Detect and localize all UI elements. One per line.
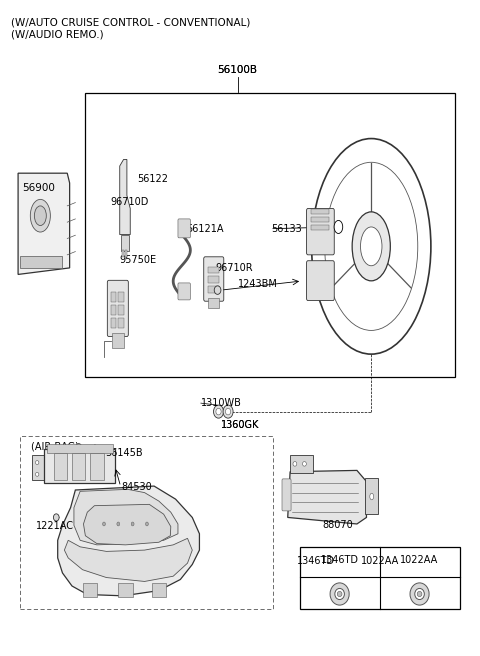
Text: 1310WB: 1310WB [201,398,242,408]
Polygon shape [74,489,178,545]
Ellipse shape [370,493,373,500]
FancyBboxPatch shape [178,219,191,238]
Bar [121,235,129,251]
Text: 56900: 56900 [22,183,55,194]
Bar [47,443,113,453]
Ellipse shape [145,522,148,526]
Bar [208,298,219,308]
Text: 1022AA: 1022AA [400,556,439,565]
Polygon shape [18,173,70,274]
FancyBboxPatch shape [204,256,224,301]
Text: 1346TD: 1346TD [297,556,335,566]
Bar [118,292,124,302]
FancyBboxPatch shape [178,283,191,300]
Bar [300,547,459,609]
Bar [312,209,328,215]
Ellipse shape [334,220,343,234]
Ellipse shape [415,588,424,600]
Bar [21,256,62,268]
Ellipse shape [103,522,106,526]
Text: (W/AUDIO REMO.): (W/AUDIO REMO.) [11,30,104,39]
Ellipse shape [324,162,418,331]
Bar [21,436,274,609]
Bar [290,455,313,473]
Text: 56122: 56122 [137,174,168,184]
FancyBboxPatch shape [108,280,128,337]
Ellipse shape [36,461,39,464]
Text: 96710R: 96710R [215,263,253,273]
Ellipse shape [75,443,82,451]
Ellipse shape [226,408,231,415]
Ellipse shape [117,522,120,526]
Ellipse shape [337,591,342,596]
Text: 1221AC: 1221AC [36,521,74,531]
Text: 1022AA: 1022AA [360,556,399,566]
Text: 56100B: 56100B [217,65,258,75]
Ellipse shape [312,138,431,354]
Bar [208,266,219,273]
Text: 56121A: 56121A [187,224,224,234]
Text: 95750E: 95750E [120,255,157,265]
Text: (AIR BAG): (AIR BAG) [31,441,79,451]
Ellipse shape [214,405,224,418]
Text: 96710D: 96710D [110,197,149,207]
Ellipse shape [330,583,349,605]
Ellipse shape [360,227,382,266]
Bar [111,292,116,302]
Ellipse shape [131,522,134,526]
Ellipse shape [410,583,429,605]
Bar [312,217,328,222]
Bar [85,93,455,377]
Polygon shape [84,504,171,545]
Text: (W/AUTO CRUISE CONTROL - CONVENTIONAL): (W/AUTO CRUISE CONTROL - CONVENTIONAL) [11,18,250,28]
Polygon shape [64,539,192,581]
Text: 1360GK: 1360GK [221,420,259,430]
FancyBboxPatch shape [307,209,334,255]
Text: 1360GK: 1360GK [221,420,259,430]
Ellipse shape [417,591,422,596]
Bar [208,286,219,293]
Ellipse shape [335,588,344,600]
Ellipse shape [223,405,233,418]
Ellipse shape [216,408,221,415]
Bar [44,449,115,483]
Bar [111,305,116,315]
Ellipse shape [214,286,221,295]
Bar [33,455,45,480]
Polygon shape [83,583,97,597]
Bar [125,250,127,257]
Bar [54,453,67,480]
Bar [365,478,378,514]
Bar [121,250,124,257]
Text: 88070: 88070 [323,520,353,530]
Polygon shape [118,583,132,597]
Ellipse shape [352,212,390,281]
Polygon shape [58,486,199,596]
Ellipse shape [36,472,39,476]
Bar [90,453,104,480]
Text: 1346TD: 1346TD [321,556,359,565]
Text: 56100B: 56100B [217,65,258,75]
Bar [112,333,124,348]
Bar [118,305,124,315]
Polygon shape [152,583,166,597]
Ellipse shape [30,199,50,232]
Ellipse shape [35,206,46,226]
Bar [72,453,85,480]
Polygon shape [288,470,366,524]
Polygon shape [120,159,130,235]
Bar [208,276,219,283]
Ellipse shape [293,462,297,466]
Text: 56145B: 56145B [106,449,143,459]
Ellipse shape [302,462,306,466]
Text: 56133: 56133 [271,224,302,234]
Ellipse shape [53,514,59,521]
Bar [118,318,124,328]
Text: 1243BM: 1243BM [238,279,277,289]
FancyBboxPatch shape [307,260,334,300]
Bar [312,225,328,230]
FancyBboxPatch shape [282,479,291,511]
Bar [111,318,116,328]
Text: 84530: 84530 [121,482,152,492]
